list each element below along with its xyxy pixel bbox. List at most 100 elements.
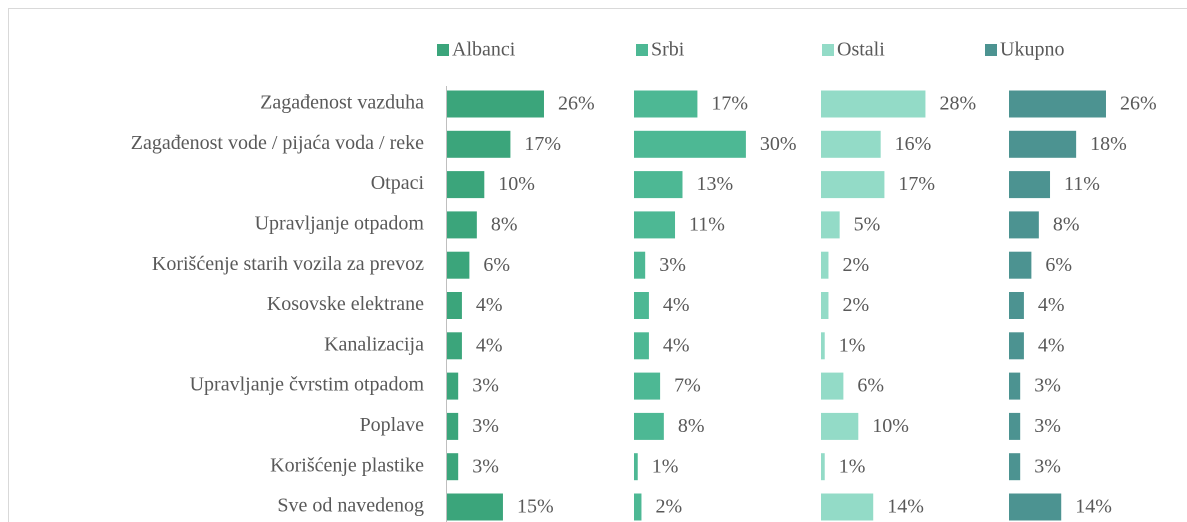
value-label: 17% xyxy=(524,133,561,155)
value-label: 10% xyxy=(872,415,909,437)
bar xyxy=(447,211,477,239)
bar xyxy=(1009,372,1021,400)
category-label: Kanalizacija xyxy=(324,333,424,355)
value-label: 3% xyxy=(472,415,499,437)
value-label: 6% xyxy=(483,254,510,276)
bar xyxy=(821,412,859,440)
value-label: 4% xyxy=(1038,334,1065,356)
bar xyxy=(1009,332,1024,360)
category-label: Korišćenje starih vozila za prevoz xyxy=(152,253,424,275)
bar xyxy=(634,493,642,521)
bar xyxy=(821,211,840,239)
category-label: Upravljanje otpadom xyxy=(255,212,425,234)
bar xyxy=(1009,251,1032,279)
value-label: 26% xyxy=(1120,93,1157,115)
value-label: 4% xyxy=(1038,294,1065,316)
bar xyxy=(821,332,825,360)
value-label: 2% xyxy=(655,496,682,518)
bar xyxy=(821,130,881,158)
value-label: 14% xyxy=(1075,496,1112,518)
value-label: 3% xyxy=(1034,415,1061,437)
bar xyxy=(634,292,649,319)
bar xyxy=(447,90,544,118)
category-label: Otpaci xyxy=(371,172,425,194)
value-label: 5% xyxy=(854,213,881,235)
bar xyxy=(634,453,638,481)
value-label: 4% xyxy=(663,294,690,316)
category-label: Sve od navedenog xyxy=(277,495,424,517)
bar xyxy=(447,171,485,199)
bar xyxy=(634,211,676,239)
value-label: 11% xyxy=(1064,173,1100,195)
bar xyxy=(447,453,459,481)
bar xyxy=(447,493,503,521)
bar xyxy=(634,130,746,158)
legend-label: Srbi xyxy=(651,39,685,61)
bar xyxy=(634,332,649,360)
value-label: 16% xyxy=(895,133,932,155)
bar xyxy=(821,251,829,279)
legend-swatch xyxy=(985,44,997,56)
value-label: 1% xyxy=(652,455,679,477)
value-label: 15% xyxy=(517,496,554,518)
bar xyxy=(634,171,683,199)
value-label: 7% xyxy=(674,375,701,397)
value-label: 3% xyxy=(659,254,686,276)
category-label: Upravljanje čvrstim otpadom xyxy=(190,374,425,396)
value-label: 11% xyxy=(689,213,725,235)
value-label: 4% xyxy=(476,334,503,356)
legend-swatch xyxy=(822,44,834,56)
bar xyxy=(821,171,885,199)
bar xyxy=(634,251,646,279)
legend-swatch xyxy=(636,44,648,56)
bar xyxy=(447,372,459,400)
value-label: 2% xyxy=(842,294,869,316)
legend-label: Ostali xyxy=(837,39,885,61)
value-label: 13% xyxy=(696,173,733,195)
bar xyxy=(447,130,511,158)
value-label: 26% xyxy=(558,93,595,115)
value-label: 8% xyxy=(491,213,518,235)
bar xyxy=(447,412,459,440)
category-label: Kosovske elektrane xyxy=(267,293,424,315)
value-label: 4% xyxy=(663,334,690,356)
bar xyxy=(1009,412,1021,440)
value-label: 8% xyxy=(678,415,705,437)
bar xyxy=(821,453,825,481)
bar xyxy=(447,332,462,360)
bar xyxy=(1009,453,1021,481)
value-label: 6% xyxy=(1045,254,1072,276)
bar xyxy=(634,90,698,118)
bar xyxy=(1009,211,1039,239)
value-label: 28% xyxy=(939,93,976,115)
legend-label: Ukupno xyxy=(1000,39,1064,61)
value-label: 3% xyxy=(1034,375,1061,397)
bar xyxy=(447,292,462,319)
bar xyxy=(1009,292,1024,319)
bar xyxy=(1009,130,1077,158)
value-label: 3% xyxy=(472,375,499,397)
bar xyxy=(447,251,470,279)
value-label: 1% xyxy=(839,455,866,477)
category-label: Poplave xyxy=(360,414,425,436)
value-label: 1% xyxy=(839,334,866,356)
bar xyxy=(1009,171,1051,199)
bar xyxy=(1009,90,1106,118)
value-label: 4% xyxy=(476,294,503,316)
value-label: 3% xyxy=(1034,455,1061,477)
category-label: Zagađenost vazduha xyxy=(260,92,424,114)
bar xyxy=(634,372,661,400)
bar xyxy=(821,90,926,118)
category-label: Korišćenje plastike xyxy=(270,454,424,476)
value-label: 8% xyxy=(1053,213,1080,235)
value-label: 3% xyxy=(472,455,499,477)
value-label: 14% xyxy=(887,496,924,518)
value-label: 30% xyxy=(760,133,797,155)
value-label: 10% xyxy=(498,173,535,195)
chart-border xyxy=(8,8,1187,522)
value-label: 6% xyxy=(857,375,884,397)
legend-swatch xyxy=(437,44,449,56)
bar xyxy=(821,372,844,400)
legend-label: Albanci xyxy=(452,39,516,61)
